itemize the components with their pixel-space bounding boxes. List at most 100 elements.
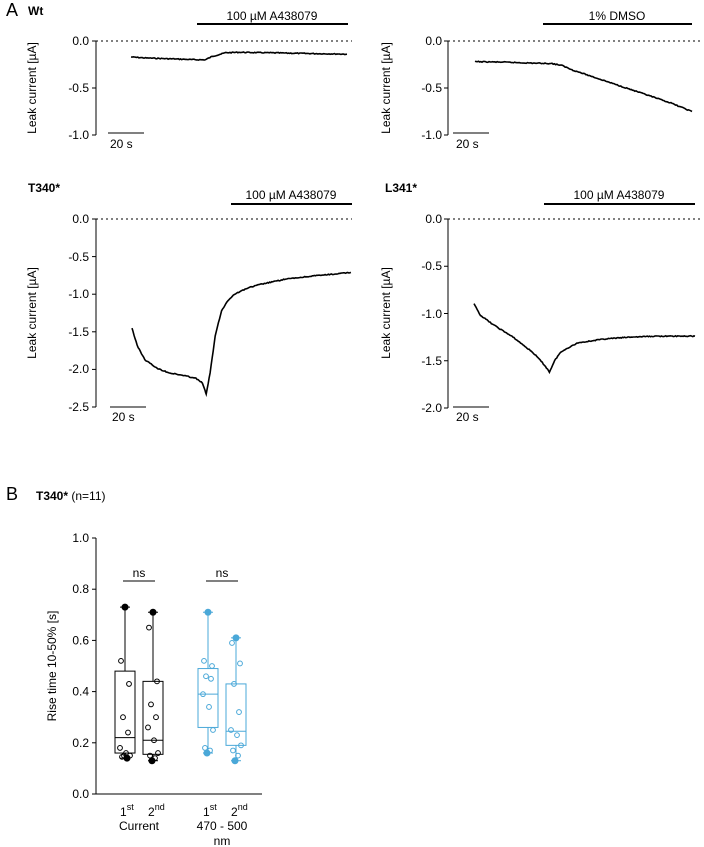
data-point	[121, 603, 129, 611]
data-point	[126, 681, 132, 687]
panel-b-title: T340* (n=11)	[36, 489, 106, 503]
category-label: 2nd	[231, 802, 248, 819]
trace-label-wt: Wt	[28, 4, 43, 18]
boxplot-y-ticks: 0.0 0.2 0.4 0.6 0.8 1.0	[72, 531, 96, 801]
y-axis-label-wt: Leak current [µA]	[25, 42, 39, 134]
y-axis-label-dmso: Leak current [µA]	[379, 42, 393, 134]
data-point	[153, 714, 159, 721]
box-iqr	[197, 668, 219, 728]
y-tick-label: 0.4	[72, 685, 89, 699]
y-tick-label: -0.5	[421, 81, 442, 95]
category-label: 1st	[203, 802, 217, 819]
data-point	[236, 709, 242, 715]
y-tick-label: -2.0	[68, 362, 89, 376]
data-point	[121, 752, 127, 759]
data-point	[200, 691, 206, 698]
y-ticks-wt: 0.0 -0.5 -1.0	[68, 34, 96, 142]
y-tick-label: -0.5	[68, 250, 89, 264]
trace-line-t340	[131, 271, 352, 398]
y-tick-label: -1.0	[421, 128, 442, 142]
boxplot-marks: ns ns	[114, 566, 247, 765]
data-point	[235, 752, 241, 759]
data-point	[206, 704, 212, 710]
panel-b-letter: B	[6, 484, 18, 504]
data-point	[209, 663, 215, 669]
box-iqr	[225, 683, 247, 746]
y-tick-label: -1.5	[421, 354, 442, 368]
trace-panel-wt: Wt 100 µM A438079 0.0 -0.5 -1.0 Leak cur…	[25, 4, 352, 151]
data-point	[151, 737, 157, 744]
y-tick-label: 0.6	[72, 633, 89, 647]
y-tick-label: 0.0	[425, 34, 442, 48]
y-tick-label: -2.0	[421, 401, 442, 415]
data-point	[146, 624, 152, 631]
y-tick-label: 0.0	[72, 787, 89, 801]
data-point	[145, 724, 151, 731]
y-tick-label: 0.0	[72, 34, 89, 48]
data-point	[210, 727, 216, 733]
trace-panel-t340: T340* 100 µM A438079 0.0 -0.5 -1.0 -1.5 …	[25, 181, 352, 424]
significance-bracket: ns	[123, 566, 155, 582]
category-label: 1st	[120, 802, 134, 819]
scalebar-label-l341: 20 s	[456, 410, 479, 424]
y-axis-label-l341: Leak current [µA]	[379, 267, 393, 359]
trace-label-t340: T340*	[28, 181, 60, 195]
panel-a-letter: A	[6, 0, 18, 20]
significance-bracket: ns	[206, 566, 238, 582]
data-point	[234, 732, 240, 739]
y-tick-label: -1.0	[68, 128, 89, 142]
y-tick-label: -1.0	[421, 307, 442, 321]
group-label-current: Current	[119, 819, 160, 833]
data-point	[229, 640, 235, 646]
data-point	[231, 757, 239, 765]
y-ticks-dmso: 0.0 -0.5 -1.0	[421, 34, 448, 142]
box-2	[142, 608, 164, 765]
ns-label: ns	[133, 566, 146, 580]
data-point	[155, 750, 161, 756]
y-tick-label: 0.8	[72, 582, 89, 596]
group-label-light: 470 - 500	[197, 819, 248, 833]
data-point	[237, 660, 243, 667]
data-point	[231, 681, 237, 687]
ns-label: ns	[216, 566, 229, 580]
box-1	[114, 603, 136, 762]
data-point	[117, 745, 123, 751]
data-point	[228, 727, 234, 733]
y-tick-label: 0.0	[425, 212, 442, 226]
data-point	[154, 678, 160, 685]
panel-b-title-bold: T340*	[36, 489, 68, 503]
y-ticks-l341: 0.0 -0.5 -1.0 -1.5 -2.0	[421, 212, 448, 415]
boxplot: 0.00.20.40.60.81.0 Rise time 10-50% [s] …	[45, 531, 262, 847]
data-point	[148, 757, 156, 765]
drug-label-t340: 100 µM A438079	[246, 188, 337, 202]
data-point	[118, 657, 124, 664]
y-tick-label: -2.5	[68, 400, 89, 414]
y-tick-label: -1.5	[68, 325, 89, 339]
trace-line-dmso	[474, 60, 693, 113]
data-point	[203, 749, 211, 757]
data-point	[230, 747, 236, 754]
trace-line-l341	[473, 303, 696, 375]
y-tick-label: 0.2	[72, 736, 89, 750]
box-3	[197, 608, 219, 757]
box-4	[225, 634, 247, 765]
y-axis-label-t340: Leak current [µA]	[25, 267, 39, 359]
box-iqr	[114, 670, 136, 754]
y-tick-label: -0.5	[421, 259, 442, 273]
data-point	[204, 608, 212, 616]
panel-b-title-rest: (n=11)	[68, 489, 105, 503]
data-point	[232, 634, 240, 642]
boxplot-category-labels: 1st 2nd 1st 2nd	[120, 802, 248, 819]
scalebar-label-dmso: 20 s	[456, 137, 479, 151]
data-point	[238, 742, 244, 749]
data-point	[203, 673, 209, 680]
box-iqr	[142, 680, 164, 755]
data-point	[201, 657, 207, 664]
category-label: 2nd	[148, 802, 165, 819]
trace-panel-l341: L341* 100 µM A438079 0.0 -0.5 -1.0 -1.5 …	[379, 181, 700, 424]
trace-line-wt	[130, 51, 348, 62]
drug-label-l341: 100 µM A438079	[574, 188, 665, 202]
group-label-light-line2: nm	[214, 834, 231, 847]
boxplot-y-axis-label: Rise time 10-50% [s]	[45, 611, 59, 722]
